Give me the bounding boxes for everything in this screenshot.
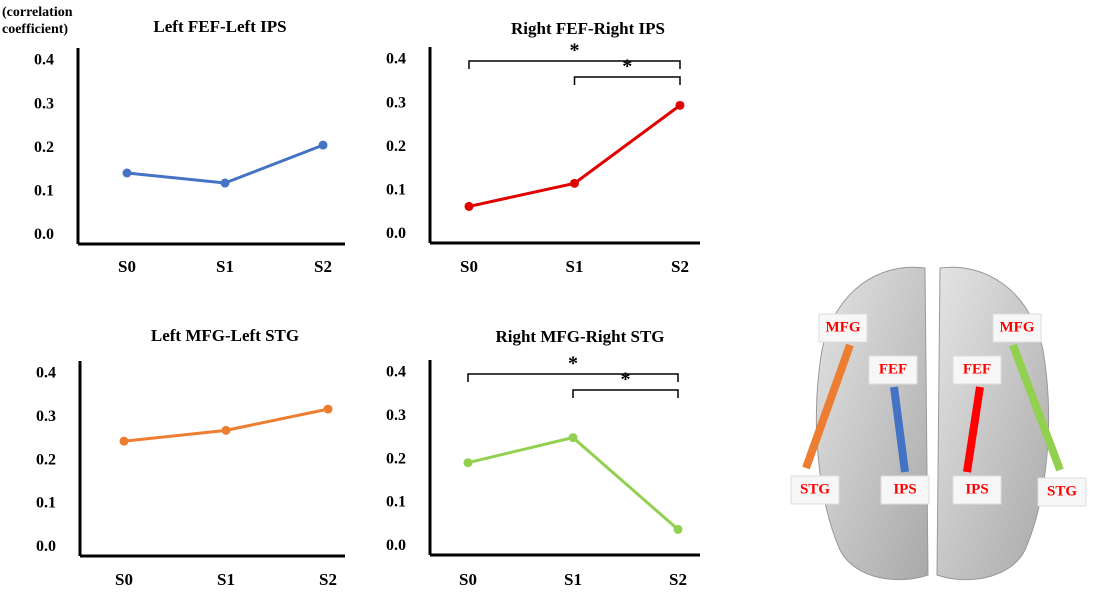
region-label: IPS (965, 481, 988, 497)
x-tick-label: S1 (216, 257, 234, 276)
y-tick-label: 0.0 (386, 537, 406, 554)
chart-title: Left FEF-Left IPS (153, 17, 286, 36)
line (127, 145, 323, 183)
y-tick-label: 0.4 (36, 365, 56, 382)
point (324, 405, 333, 414)
region-label: MFG (826, 319, 861, 335)
region-label: STG (1047, 483, 1077, 499)
point (120, 437, 129, 446)
y-tick-label: 0.3 (386, 94, 406, 111)
significance-bracket (469, 61, 680, 69)
y-tick-label: 0.2 (386, 138, 406, 155)
point (319, 141, 328, 150)
line (468, 438, 678, 530)
point (123, 169, 132, 178)
significance-label: * (570, 40, 580, 62)
y-tick-label: 0.4 (34, 52, 54, 69)
significance-bracket (575, 77, 681, 85)
y-tick-label: 0.4 (386, 51, 406, 68)
y-axis-label: (correlation coefficient) (2, 4, 97, 38)
point (569, 433, 578, 442)
significance-bracket (468, 374, 678, 382)
x-tick-label: S0 (115, 570, 133, 589)
x-tick-label: S0 (459, 570, 477, 589)
x-tick-label: S1 (217, 570, 235, 589)
y-tick-label: 0.4 (386, 364, 406, 381)
page: (correlation coefficient) Left FEF-Left … (0, 0, 1093, 592)
y-tick-label: 0.2 (386, 450, 406, 467)
region-label: MFG (1000, 319, 1035, 335)
point (465, 202, 474, 211)
x-tick-label: S2 (671, 257, 689, 276)
point (222, 426, 231, 435)
region-label: IPS (893, 481, 916, 497)
significance-label: * (622, 56, 632, 78)
point (570, 179, 579, 188)
y-tick-label: 0.3 (34, 95, 54, 112)
y-tick-label: 0.1 (386, 181, 406, 198)
x-tick-label: S0 (118, 257, 136, 276)
y-tick-label: 0.3 (386, 407, 406, 424)
x-tick-label: S2 (314, 257, 332, 276)
region-label: FEF (963, 361, 991, 377)
y-tick-label: 0.0 (386, 225, 406, 242)
significance-bracket (573, 390, 678, 398)
y-tick-label: 0.1 (34, 182, 54, 199)
x-tick-label: S1 (564, 570, 582, 589)
point (221, 179, 230, 188)
significance-label: * (621, 369, 631, 391)
y-tick-label: 0.0 (34, 226, 54, 243)
x-tick-label: S0 (460, 257, 478, 276)
x-tick-label: S1 (566, 257, 584, 276)
x-tick-label: S2 (319, 570, 337, 589)
y-tick-label: 0.1 (386, 494, 406, 511)
point (676, 101, 685, 110)
line (124, 409, 328, 441)
y-tick-label: 0.1 (36, 495, 56, 512)
point (674, 525, 683, 534)
region-label: STG (800, 481, 830, 497)
region-label: FEF (879, 361, 907, 377)
y-tick-label: 0.2 (34, 139, 54, 156)
y-tick-label: 0.0 (36, 538, 56, 555)
significance-label: * (568, 353, 578, 375)
y-tick-label: 0.2 (36, 451, 56, 468)
chart-title: Right FEF-Right IPS (511, 19, 665, 38)
x-tick-label: S2 (669, 570, 687, 589)
point (464, 458, 473, 467)
line (469, 105, 680, 206)
figure: Left FEF-Left IPS 0.0 0.1 0.2 0.3 0.4 S0 S1 S2 Ri… (0, 0, 1093, 592)
y-tick-label: 0.3 (36, 408, 56, 425)
chart-title: Left MFG-Left STG (151, 326, 299, 345)
chart-title: Right MFG-Right STG (495, 327, 664, 346)
